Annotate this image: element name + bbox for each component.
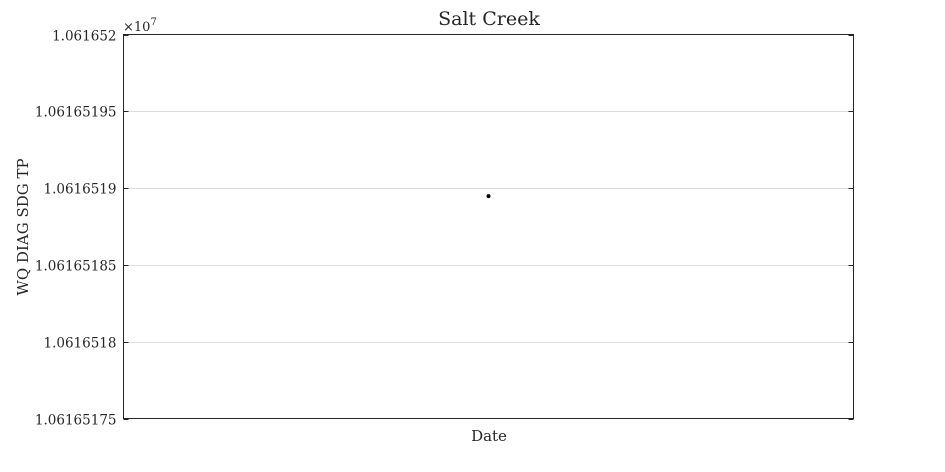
plot-area (123, 34, 854, 419)
y-ticks (123, 35, 854, 420)
y-tick-label: 1.061652 (52, 29, 116, 45)
y-tick-label: 1.0616519 (43, 182, 116, 198)
x-axis-label: Date (471, 427, 507, 445)
y-tick-labels: 1.06165175 1.0616518 1.06165185 1.0616519 1.… (35, 29, 117, 429)
y-tick-label: 1.06165195 (35, 105, 117, 121)
y-tick-label: 1.0616518 (43, 336, 116, 352)
y-tick-label: 1.06165175 (35, 413, 117, 429)
y-multiplier: ×107 (123, 17, 157, 35)
y-multiplier-base: ×10 (123, 20, 150, 35)
chart-title: Salt Creek (438, 8, 540, 30)
data-point (486, 194, 491, 199)
y-axis-label: WQ DIAG SDG TP (14, 158, 32, 295)
y-tick-label: 1.06165185 (35, 259, 117, 275)
data-points (486, 194, 491, 199)
grid-lines (123, 111, 854, 343)
y-multiplier-exponent: 7 (150, 17, 156, 28)
